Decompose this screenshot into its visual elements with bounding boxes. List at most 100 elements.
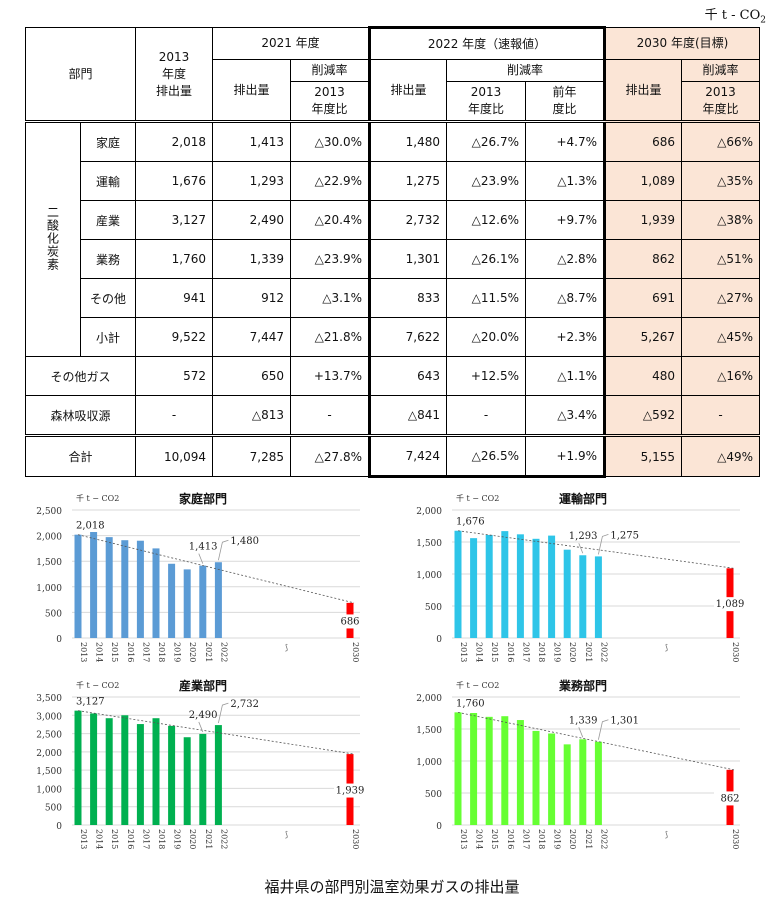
trend-line — [77, 710, 355, 755]
cell-e2030: 1,939 — [604, 200, 682, 240]
cell-e2030: 686 — [604, 120, 682, 162]
header-2022-vsprev: 前年 度比 — [525, 81, 606, 122]
x-tick-label: 2021 — [584, 829, 593, 849]
data-bar — [199, 565, 207, 638]
data-bar — [199, 733, 207, 825]
header-2022-vs2013: 2013 年度比 — [446, 81, 526, 122]
chart-business: 0 500 1,000 1,500 2,000 業務部門 千 t − CO2 2013 2014… — [400, 675, 770, 860]
cell-e2021: 1,293 — [212, 161, 291, 201]
cell-r2022-2013: △20.0% — [446, 317, 526, 357]
cell-e2030: 691 — [604, 278, 682, 318]
data-bar — [563, 744, 571, 825]
table-row: 二酸化炭素 家庭 2,018 1,413 △30.0% 1,480 △26.7%… — [25, 120, 760, 357]
row-name: その他 — [80, 278, 136, 318]
table-row: その他 941 912 △3.1% 833 △11.5% △8.7% 691 △… — [26, 278, 760, 318]
y-tick-label: 1,000 — [416, 571, 442, 581]
cell-r2022-2013: △26.7% — [446, 120, 526, 162]
header-2022-emissions: 排出量 — [368, 59, 447, 122]
cell-r2030: △66% — [681, 120, 760, 162]
chart-unit: 千 t − CO2 — [456, 493, 499, 503]
data-bar — [121, 540, 129, 638]
x-tick-label: 2021 — [584, 642, 593, 662]
cell-r2022-prev: △3.4% — [525, 395, 606, 436]
cell-e2021: 650 — [212, 356, 291, 396]
cell-r2022-prev: +4.7% — [525, 120, 606, 162]
axis-break-icon: ⟆ — [665, 643, 668, 652]
x-tick-label: 2022 — [599, 829, 608, 849]
data-label: 3,127 — [76, 697, 105, 708]
y-tick-label: 2,000 — [36, 533, 62, 543]
x-tick-label: 2019 — [553, 829, 562, 849]
cell-r2021: △30.0% — [290, 120, 370, 162]
cell-base: 1,760 — [135, 239, 213, 279]
x-tick-label: 2020 — [188, 829, 197, 849]
data-bar — [74, 534, 82, 638]
row-name: 業務 — [80, 239, 136, 279]
chart-industry: 0 500 1,000 1,500 2,000 2,500 3,000 3,500 産業部門 千 … — [20, 675, 390, 860]
x-tick-label: 2014 — [95, 829, 104, 849]
data-label: 2,018 — [76, 521, 105, 532]
data-bar — [579, 739, 587, 825]
header-2021-vs2013: 2013 年度比 — [290, 81, 370, 122]
cell-r2022-prev: △8.7% — [525, 278, 606, 318]
cell-r2021: △27.8% — [290, 434, 370, 477]
data-label: 1,760 — [456, 698, 485, 709]
chart-title: 産業部門 — [179, 678, 227, 693]
cell-base: - — [135, 395, 213, 436]
header-2021-reduction: 削減率 — [290, 59, 370, 82]
data-bar — [485, 716, 493, 825]
data-label: 2,732 — [230, 699, 259, 710]
row-name: 産業 — [80, 200, 136, 240]
trend-line — [457, 711, 735, 771]
x-tick-label: 2022 — [219, 642, 228, 662]
y-tick-label: 2,000 — [416, 694, 442, 704]
data-bar — [594, 556, 602, 638]
table-row-other-gas: その他ガス 572 650 +13.7% 643 +12.5% △1.1% 48… — [25, 356, 760, 396]
y-tick-label: 0 — [436, 635, 442, 645]
x-tick-label: 2021 — [204, 642, 213, 662]
trend-line — [457, 530, 735, 569]
x-tick-label: 2022 — [599, 642, 608, 662]
cell-r2030: △51% — [681, 239, 760, 279]
table-row: 運輸 1,676 1,293 △22.9% 1,275 △23.9% △1.3%… — [26, 161, 760, 201]
cell-r2021: △21.8% — [290, 317, 370, 357]
target-label: 686 — [340, 616, 359, 627]
data-bar — [136, 724, 144, 825]
cell-r2022-2013: △26.5% — [446, 434, 526, 478]
cell-r2022-prev: +9.7% — [525, 200, 606, 240]
cell-r2030: △16% — [681, 356, 760, 396]
header-2021-emissions: 排出量 — [212, 59, 291, 122]
table-row: 小計 9,522 7,447 △21.8% 7,622 △20.0% +2.3%… — [26, 317, 760, 357]
cell-r2022-2013: +12.5% — [446, 356, 526, 396]
x-tick-label: 2020 — [568, 642, 577, 662]
cell-e2021: △813 — [212, 395, 291, 436]
unit-label: 千 t - CO2 — [704, 8, 766, 26]
y-tick-label: 500 — [425, 790, 442, 800]
cell-r2030: △27% — [681, 278, 760, 318]
y-tick-label: 1,500 — [416, 726, 442, 736]
chart-title: 業務部門 — [558, 678, 607, 693]
data-label: 1,275 — [610, 530, 639, 541]
cell-e2022: 7,622 — [368, 317, 447, 357]
cell-r2021: △20.4% — [290, 200, 370, 240]
cell-r2022-prev: +1.9% — [525, 434, 606, 478]
x-tick-label: 2017 — [521, 642, 530, 662]
chart-unit: 千 t − CO2 — [76, 680, 119, 690]
y-tick-label: 500 — [45, 609, 62, 619]
header-sector: 部門 — [25, 27, 136, 122]
x-tick-label: 2014 — [475, 642, 484, 662]
data-bar — [501, 716, 509, 825]
cell-r2022-2013: △12.6% — [446, 200, 526, 240]
header-2021: 2021 年度 — [212, 27, 370, 60]
cell-e2022: 2,732 — [368, 200, 447, 240]
data-label: 1,293 — [569, 531, 598, 542]
y-tick-label: 2,000 — [36, 749, 62, 759]
x-tick-label: 2020 — [568, 829, 577, 849]
row-name: 合計 — [25, 434, 136, 477]
table-row-forest: 森林吸収源 - △813 - △841 - △3.4% △592 - — [25, 395, 760, 436]
data-bar — [470, 713, 478, 825]
cell-base: 10,094 — [135, 434, 213, 477]
data-label: 2,490 — [189, 710, 218, 721]
data-bar — [183, 569, 191, 638]
axis-break-icon: ⟆ — [285, 643, 288, 652]
